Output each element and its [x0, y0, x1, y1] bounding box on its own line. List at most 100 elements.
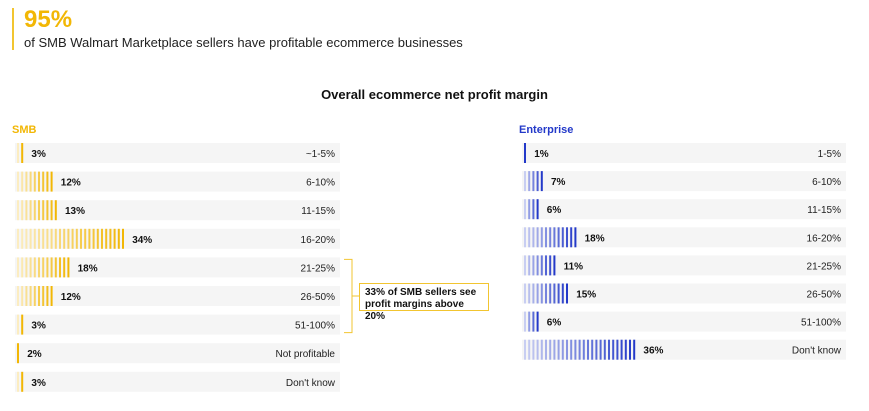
bar-stripe — [33, 171, 36, 192]
bar-stripe — [524, 143, 526, 163]
bar-stripe — [557, 283, 560, 304]
bar-stripe — [25, 257, 28, 278]
row-background — [522, 199, 846, 220]
bar-stripe — [17, 371, 19, 392]
bar-stripe — [553, 283, 556, 304]
bar-stripe — [566, 227, 568, 248]
bar-stripe — [620, 339, 623, 360]
bar-stripe — [21, 171, 24, 192]
bar-stripe — [21, 200, 24, 221]
bar-stripe — [545, 339, 547, 360]
bar-stripe — [84, 228, 87, 249]
bar-stripe — [59, 228, 61, 249]
bar-stripe — [574, 227, 577, 248]
row-background — [522, 227, 846, 248]
bar-stripe — [67, 228, 70, 249]
callout-box: 33% of SMB sellers see profit margins ab… — [359, 283, 489, 322]
bar-value-label: 3% — [31, 149, 46, 160]
bar-stripe — [29, 228, 32, 249]
category-label: 6-10% — [306, 178, 335, 189]
category-label: 11-15% — [301, 206, 335, 217]
bar-stripe — [21, 371, 24, 392]
bar-stripe — [561, 339, 564, 360]
bar-stripe — [42, 228, 45, 249]
bar-stripe — [46, 171, 49, 192]
bar-stripe — [536, 227, 539, 248]
row-background — [15, 371, 340, 392]
bar-stripe — [587, 339, 589, 360]
bar-stripe — [528, 199, 531, 220]
bar-stripe — [63, 257, 66, 278]
bar-value-label: 18% — [585, 233, 605, 244]
row-background — [522, 171, 846, 192]
row-background — [522, 143, 846, 163]
bar-stripe — [532, 311, 535, 332]
bar-stripe — [33, 257, 36, 278]
bar-stripe — [105, 228, 108, 249]
bar-stripe — [629, 339, 631, 360]
bar-stripe — [33, 200, 36, 221]
bar-stripe — [561, 283, 564, 304]
bar-value-label: 12% — [61, 292, 81, 303]
bar-stripe — [553, 227, 556, 248]
bar-stripe — [25, 200, 28, 221]
bar-stripe — [75, 228, 78, 249]
bar-stripe — [63, 228, 66, 249]
row-background — [522, 283, 846, 304]
bar-stripe — [42, 257, 45, 278]
bar-stripe — [540, 255, 543, 276]
bar-stripe — [532, 339, 535, 360]
bar-stripe — [38, 171, 40, 192]
bar-value-label: 3% — [31, 378, 46, 389]
bar-stripe — [71, 228, 74, 249]
bar-stripe — [528, 171, 531, 192]
bar-stripe — [50, 286, 53, 306]
bar-stripe — [42, 171, 45, 192]
bar-stripe — [17, 343, 19, 364]
bar-stripe — [540, 339, 543, 360]
bar-stripe — [549, 255, 552, 276]
bar-stripe — [109, 228, 112, 249]
row-background — [15, 171, 340, 192]
bar-stripe — [532, 171, 535, 192]
bar-stripe — [25, 228, 28, 249]
bar-stripe — [42, 286, 45, 306]
panel-label-1: Enterprise — [519, 124, 573, 136]
bar-stripe — [536, 255, 539, 276]
bar-stripe — [545, 227, 547, 248]
category-label: 51-100% — [801, 318, 841, 329]
bar-stripe — [528, 227, 531, 248]
bar-stripe — [17, 143, 19, 163]
bar-value-label: 12% — [61, 178, 81, 189]
bar-stripe — [50, 257, 53, 278]
bar-stripe — [524, 255, 526, 276]
bar-value-label: 3% — [31, 321, 46, 332]
category-label: 51-100% — [295, 321, 335, 332]
chart-title: Overall ecommerce net profit margin — [321, 87, 548, 102]
bar-stripe — [633, 339, 636, 360]
bar-stripe — [528, 255, 531, 276]
bar-stripe — [33, 228, 36, 249]
bar-stripe — [54, 257, 57, 278]
bar-stripe — [549, 283, 552, 304]
panel-label-0: SMB — [12, 124, 37, 136]
bar-stripe — [29, 257, 32, 278]
row-background — [15, 343, 340, 364]
bar-stripe — [25, 171, 28, 192]
bar-stripe — [17, 314, 19, 335]
category-label: 26-50% — [807, 290, 842, 301]
bar-stripe — [25, 286, 28, 306]
bar-stripe — [46, 257, 49, 278]
bar-stripe — [101, 228, 103, 249]
bar-stripe — [545, 255, 547, 276]
bar-stripe — [29, 286, 32, 306]
category-label: 16-20% — [807, 233, 842, 244]
row-background — [15, 200, 340, 221]
bar-stripe — [540, 171, 543, 192]
bar-stripe — [46, 286, 49, 306]
bar-stripe — [536, 171, 539, 192]
bar-stripe — [59, 257, 61, 278]
bar-value-label: 18% — [78, 263, 98, 274]
bar-stripe — [553, 339, 556, 360]
bar-stripe — [545, 283, 547, 304]
